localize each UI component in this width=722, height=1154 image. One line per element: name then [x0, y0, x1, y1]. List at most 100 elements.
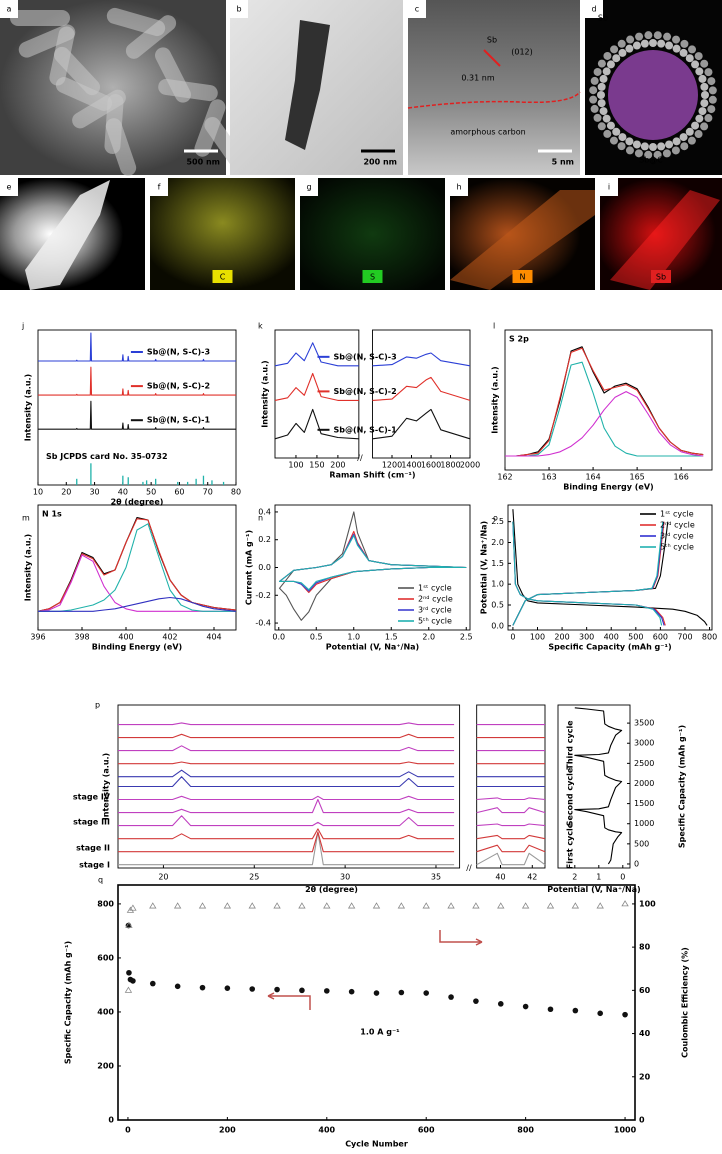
- carbon-bead: [698, 107, 707, 116]
- carbon-bead: [589, 86, 598, 95]
- annotation: stage IV: [73, 793, 111, 802]
- carbon-bead: [704, 68, 713, 77]
- carbon-bead: [665, 41, 674, 50]
- y-tick-label: -0.4: [255, 619, 271, 628]
- efficiency-point: [447, 902, 455, 909]
- carbon-bead: [644, 150, 653, 159]
- series-line: [574, 707, 623, 865]
- x-tick-label: 400: [318, 1126, 335, 1135]
- plot-frame: [37, 329, 237, 486]
- carbon-bead: [617, 39, 626, 48]
- carbon-bead: [625, 146, 634, 155]
- carbon-bead: [609, 136, 618, 145]
- carbon-bead: [653, 150, 662, 159]
- x-tick-label: 1400: [401, 461, 421, 470]
- x-tick-label: 0.5: [310, 633, 323, 642]
- x-tick-label: 80: [231, 488, 241, 497]
- element-label-box: [651, 270, 671, 283]
- series-line: [38, 523, 236, 612]
- series-line: [38, 332, 236, 362]
- carbon-bead: [625, 44, 634, 53]
- y-tick-label: -0.2: [255, 591, 271, 600]
- efficiency-point: [546, 902, 555, 909]
- efficiency-point: [521, 902, 530, 909]
- rod: [106, 7, 166, 37]
- carbon-bead: [708, 86, 717, 95]
- rod: [155, 47, 191, 103]
- y-tick-label: 0.0: [491, 621, 504, 630]
- y2-tick-label: 80: [639, 943, 651, 952]
- x-tick-label: 1000: [614, 1126, 637, 1135]
- legend-label: 3ʳᵈ cycle: [418, 606, 452, 615]
- y-tick-label: 500: [634, 839, 649, 848]
- annotation: Second cycle: [566, 767, 575, 826]
- y-tick-label: 3000: [634, 739, 654, 748]
- panel-label: i: [608, 183, 610, 192]
- series-line: [118, 769, 545, 778]
- x-tick-label: 100: [530, 633, 545, 642]
- lattice-mark: [483, 49, 501, 67]
- carbon-bead: [612, 127, 621, 136]
- carbon-bead: [679, 133, 688, 142]
- y-tick-label: 1500: [634, 799, 654, 808]
- legend-label: 2ⁿᵈ cycle: [418, 595, 453, 604]
- series-line: [118, 795, 546, 801]
- panel-label: d: [591, 5, 596, 14]
- carbon-bead: [665, 140, 674, 149]
- rod: [18, 24, 76, 58]
- carbon-bead: [688, 45, 697, 54]
- x-tick-label: 200: [554, 633, 569, 642]
- carbon-bead: [640, 142, 649, 151]
- carbon-bead: [680, 142, 689, 151]
- axis-break: //: [466, 864, 472, 873]
- x-axis-label: Potential (V, Na⁺/Na): [326, 642, 419, 651]
- sb-core: [608, 50, 698, 140]
- carbon-bead: [649, 143, 657, 151]
- x-tick-label: 20: [61, 488, 71, 497]
- x-tick-label: 2.0: [422, 633, 435, 642]
- x-tick-label: 164: [585, 473, 600, 482]
- x-tick-label: 1.5: [385, 633, 398, 642]
- carbon-bead: [653, 31, 662, 40]
- series-line: [118, 831, 546, 866]
- efficiency-point: [472, 902, 480, 909]
- carbon-bead: [593, 113, 602, 122]
- carbon-bead: [618, 48, 627, 57]
- carbon-bead: [695, 114, 704, 123]
- y2-axis-label: Coulombic Efficiency (%): [681, 947, 690, 1058]
- x-tick-label: 1200: [382, 461, 402, 470]
- y-axis-label: Intensity (a.u.): [261, 360, 270, 427]
- x-tick-label: 1800: [440, 461, 460, 470]
- panel-label: h: [456, 183, 461, 192]
- carbon-bead: [606, 121, 615, 130]
- carbon-bead: [663, 32, 672, 41]
- efficiency-point: [124, 986, 133, 993]
- panel-label-box: [230, 0, 248, 18]
- legend-label: 1ˢᵗ cycle: [418, 584, 452, 593]
- panel-label-box: [300, 178, 318, 196]
- efficiency-point: [422, 902, 430, 909]
- x-tick-label: 700: [677, 633, 692, 642]
- sb-map: [610, 190, 720, 290]
- carbon-bead: [626, 35, 635, 44]
- efficiency-point: [298, 902, 306, 909]
- series-line: [512, 521, 664, 626]
- series-line: [118, 831, 546, 853]
- series-line: [274, 372, 471, 401]
- x-tick-label: 42: [527, 873, 537, 882]
- carbon-bead: [640, 39, 649, 48]
- capacity-point: [126, 969, 132, 976]
- carbon-bead: [662, 149, 671, 158]
- carbon-bead: [694, 130, 703, 139]
- panel-label: p: [95, 701, 100, 710]
- carbon-bead: [593, 67, 602, 76]
- carbon-bead: [679, 48, 688, 57]
- efficiency-point: [372, 902, 381, 909]
- x-tick-label: 0: [510, 633, 515, 642]
- plot-frame: [372, 329, 471, 459]
- y2-tick-label: 20: [639, 1072, 651, 1081]
- axis-break: //: [357, 454, 363, 463]
- series-line: [38, 400, 236, 430]
- panel-label: e: [7, 183, 12, 192]
